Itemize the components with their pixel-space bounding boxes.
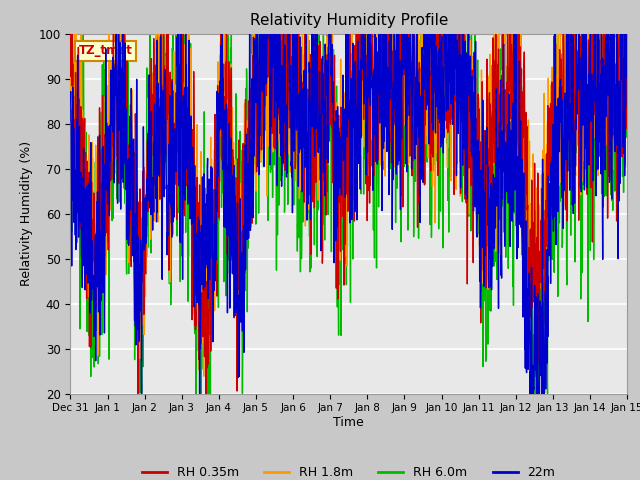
RH 1.8m bbox=[200, 373, 207, 379]
22m bbox=[511, 152, 519, 158]
RH 6.0m bbox=[575, 61, 582, 67]
RH 0.35m bbox=[222, 87, 230, 93]
RH 6.0m bbox=[511, 170, 519, 176]
RH 6.0m bbox=[378, 31, 385, 36]
RH 1.8m bbox=[511, 114, 519, 120]
RH 6.0m bbox=[590, 178, 598, 184]
Line: RH 6.0m: RH 6.0m bbox=[70, 34, 627, 394]
RH 0.35m bbox=[575, 49, 582, 55]
Line: RH 1.8m: RH 1.8m bbox=[70, 34, 627, 376]
RH 1.8m bbox=[365, 163, 373, 168]
22m bbox=[222, 167, 230, 172]
RH 1.8m bbox=[68, 31, 76, 36]
22m bbox=[623, 104, 631, 110]
22m bbox=[112, 31, 120, 36]
RH 6.0m bbox=[67, 31, 74, 36]
RH 1.8m bbox=[575, 31, 582, 36]
22m bbox=[67, 97, 74, 103]
RH 0.35m bbox=[67, 56, 74, 61]
RH 0.35m bbox=[623, 31, 631, 36]
Line: RH 0.35m: RH 0.35m bbox=[70, 34, 627, 394]
22m bbox=[590, 65, 598, 71]
RH 0.35m bbox=[67, 31, 75, 36]
RH 1.8m bbox=[623, 39, 631, 45]
RH 0.35m bbox=[590, 45, 598, 50]
RH 0.35m bbox=[365, 71, 373, 76]
22m bbox=[365, 74, 373, 80]
RH 6.0m bbox=[222, 259, 230, 265]
X-axis label: Time: Time bbox=[333, 416, 364, 429]
Line: 22m: 22m bbox=[70, 34, 627, 394]
RH 1.8m bbox=[222, 96, 230, 102]
22m bbox=[138, 391, 145, 396]
RH 6.0m bbox=[365, 69, 373, 75]
Legend: RH 0.35m, RH 1.8m, RH 6.0m, 22m: RH 0.35m, RH 1.8m, RH 6.0m, 22m bbox=[137, 461, 561, 480]
Y-axis label: Relativity Humidity (%): Relativity Humidity (%) bbox=[20, 141, 33, 286]
RH 6.0m bbox=[623, 31, 631, 36]
RH 0.35m bbox=[511, 69, 519, 75]
RH 0.35m bbox=[378, 108, 385, 114]
RH 1.8m bbox=[378, 98, 385, 104]
Text: TZ_tmet: TZ_tmet bbox=[79, 44, 132, 58]
RH 6.0m bbox=[138, 391, 145, 396]
RH 0.35m bbox=[134, 391, 142, 396]
RH 1.8m bbox=[590, 107, 598, 113]
Title: Relativity Humidity Profile: Relativity Humidity Profile bbox=[250, 13, 448, 28]
22m bbox=[575, 86, 582, 92]
RH 1.8m bbox=[67, 54, 74, 60]
22m bbox=[378, 127, 385, 133]
RH 6.0m bbox=[67, 98, 74, 104]
